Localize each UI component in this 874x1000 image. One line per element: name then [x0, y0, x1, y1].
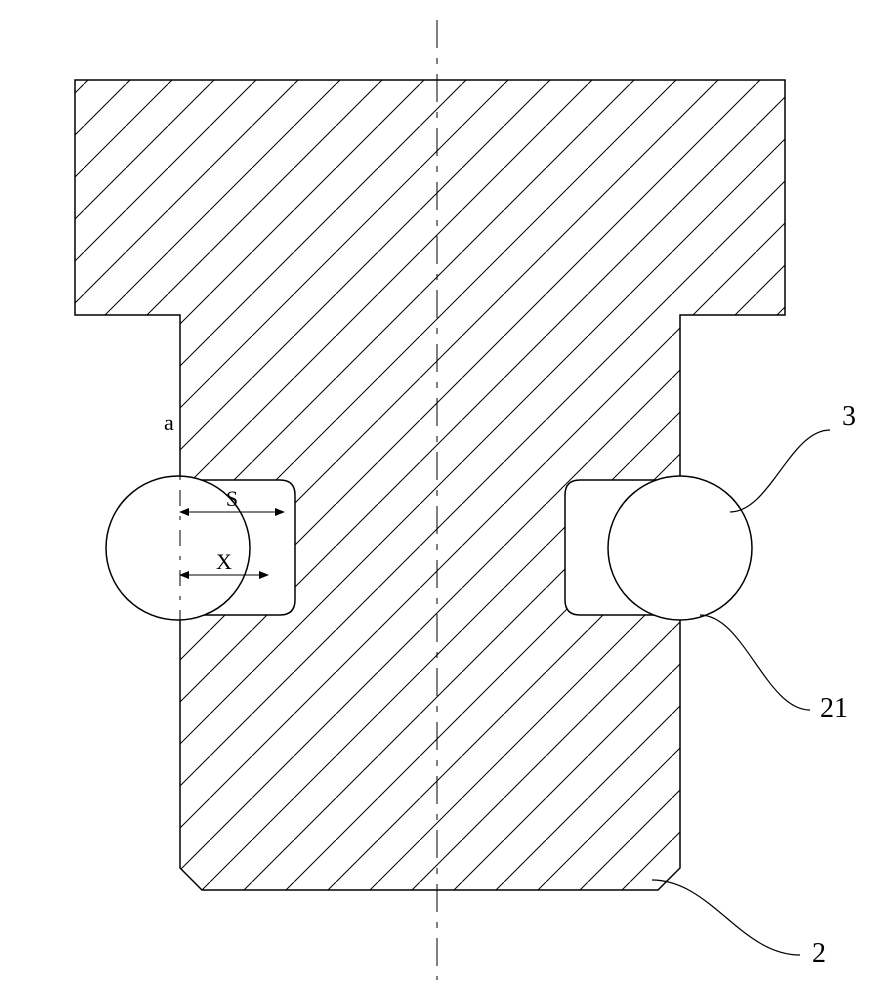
leader-2: 2	[652, 880, 826, 969]
dimension-x-label: X	[216, 549, 232, 574]
dimension-s-label: S	[226, 486, 238, 511]
engineering-diagram: S X a 3 21 2	[0, 0, 874, 1000]
label-3: 3	[842, 401, 856, 432]
label-21: 21	[820, 693, 848, 724]
label-a: a	[164, 410, 174, 435]
label-2: 2	[812, 938, 826, 969]
ball-right	[608, 476, 752, 620]
leader-3: 3	[730, 401, 856, 512]
leader-21: 21	[700, 615, 848, 724]
